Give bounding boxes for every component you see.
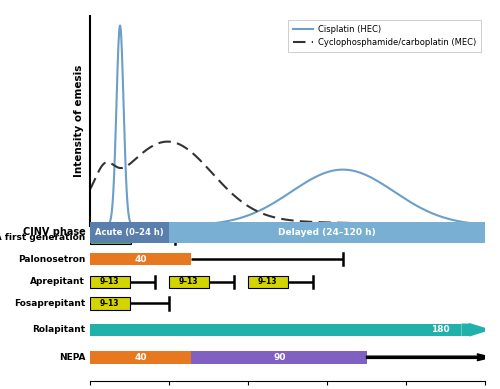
Text: Delayed (24–120 h): Delayed (24–120 h) [278, 228, 376, 237]
Bar [90, 297, 130, 310]
Text: 5-HT3-RA first generation: 5-HT3-RA first generation [0, 233, 86, 242]
Text: Acute (0–24 h): Acute (0–24 h) [95, 228, 164, 237]
FancyArrow shape [366, 354, 492, 361]
Text: NEPA: NEPA [59, 353, 86, 362]
Bar [90, 276, 130, 288]
FancyArrow shape [462, 323, 492, 336]
Bar [90, 351, 366, 363]
Text: Aprepitant: Aprepitant [30, 277, 86, 286]
Text: 9–13: 9–13 [100, 277, 119, 286]
Y-axis label: Intensity of emesis: Intensity of emesis [74, 65, 85, 177]
Text: 9–13: 9–13 [179, 277, 199, 286]
Text: 90: 90 [274, 353, 286, 362]
Bar [169, 222, 485, 243]
Text: 40: 40 [134, 353, 147, 362]
Text: 9–13: 9–13 [258, 277, 278, 286]
Text: 9–13: 9–13 [100, 299, 119, 308]
Bar [90, 231, 131, 244]
Legend: Cisplatin (HEC), Cyclophosphamide/carboplatin (MEC): Cisplatin (HEC), Cyclophosphamide/carbop… [288, 20, 481, 52]
Text: CINV phase: CINV phase [24, 228, 86, 237]
Text: 40: 40 [134, 255, 147, 264]
Bar [90, 351, 191, 363]
Bar [90, 222, 169, 243]
Bar [90, 324, 462, 336]
Bar [90, 253, 191, 265]
Bar [248, 276, 288, 288]
Text: 180: 180 [431, 325, 450, 334]
Text: 5–12: 5–12 [100, 233, 121, 242]
Text: Palonosetron: Palonosetron [18, 255, 86, 264]
Bar [169, 276, 208, 288]
Text: Rolapitant: Rolapitant [32, 325, 86, 334]
Text: Fosaprepitant: Fosaprepitant [14, 299, 86, 308]
